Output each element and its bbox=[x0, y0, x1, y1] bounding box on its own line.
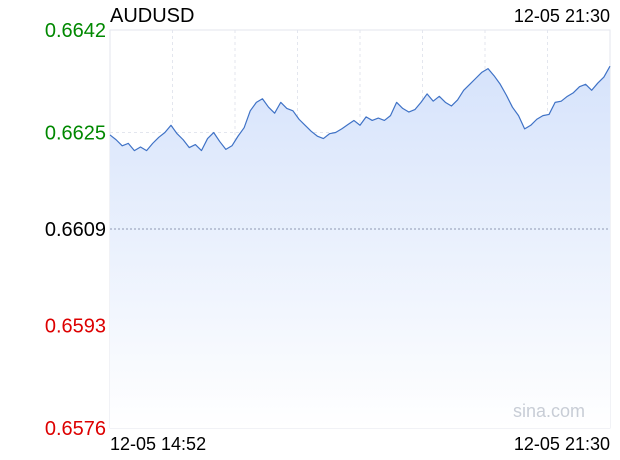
y-tick-label: 0.6625 bbox=[45, 123, 106, 145]
y-tick-label: 0.6609 bbox=[45, 219, 106, 241]
y-tick-label: 0.6593 bbox=[45, 315, 106, 337]
x-tick-label-start: 12-05 14:52 bbox=[110, 434, 206, 454]
price-line bbox=[109, 65, 611, 152]
y-tick-label: 0.6576 bbox=[45, 418, 106, 440]
timestamp: 12-05 21:30 bbox=[514, 6, 610, 26]
x-tick-label-end: 12-05 21:30 bbox=[514, 434, 610, 454]
y-tick-label: 0.6642 bbox=[45, 20, 106, 42]
y-tick-labels: 0.6642 0.6625 0.6609 0.6593 0.6576 bbox=[45, 20, 106, 440]
watermark: sina.com bbox=[513, 401, 585, 421]
chart-title: AUDUSD bbox=[110, 5, 194, 27]
price-area bbox=[110, 66, 610, 429]
